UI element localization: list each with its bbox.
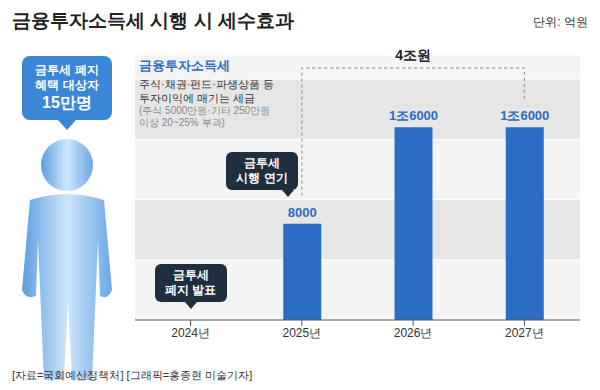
html-text:금투세: 금투세 <box>243 155 280 170</box>
html-text:(주식 5000만원·기타 250만원: (주식 5000만원·기타 250만원 <box>139 105 271 116</box>
svg-text:1조6000: 1조6000 <box>389 108 438 123</box>
html-text:투자이익에 매기는 세금: 투자이익에 매기는 세금 <box>139 92 256 104</box>
svg-text:1조6000: 1조6000 <box>500 108 549 123</box>
html-text:폐지 발표: 폐지 발표 <box>165 283 217 297</box>
html-text:금투세: 금투세 <box>172 268 209 282</box>
svg-text:2027년: 2027년 <box>505 326 544 340</box>
html-text:금투세 폐지: 금투세 폐지 <box>35 63 99 77</box>
html-text:15만명: 15만명 <box>42 94 92 111</box>
html-text:[자료=국회예산정책처] [그래픽=홍종현 미술기자]: [자료=국회예산정책처] [그래픽=홍종현 미술기자] <box>12 369 253 381</box>
svg-text:2024년: 2024년 <box>171 326 210 340</box>
svg-text:2025년: 2025년 <box>283 326 322 340</box>
svg-text:8000: 8000 <box>288 205 317 220</box>
svg-text:2026년: 2026년 <box>394 326 433 340</box>
html-text:이상 20~25% 부과): 이상 20~25% 부과) <box>139 117 225 128</box>
html-text:금융투자소득세 시행 시 세수효과: 금융투자소득세 시행 시 세수효과 <box>12 10 294 31</box>
html-text:단위: 억원: 단위: 억원 <box>533 15 588 29</box>
html-text:주식·채권·펀드·파생상품 등: 주식·채권·펀드·파생상품 등 <box>139 78 274 90</box>
html-text:혜택 대상자: 혜택 대상자 <box>35 78 99 92</box>
svg-text:4조원: 4조원 <box>395 47 431 63</box>
html-text:금융투자소득세: 금융투자소득세 <box>139 58 230 73</box>
html-text:시행 연기: 시행 연기 <box>236 170 288 185</box>
